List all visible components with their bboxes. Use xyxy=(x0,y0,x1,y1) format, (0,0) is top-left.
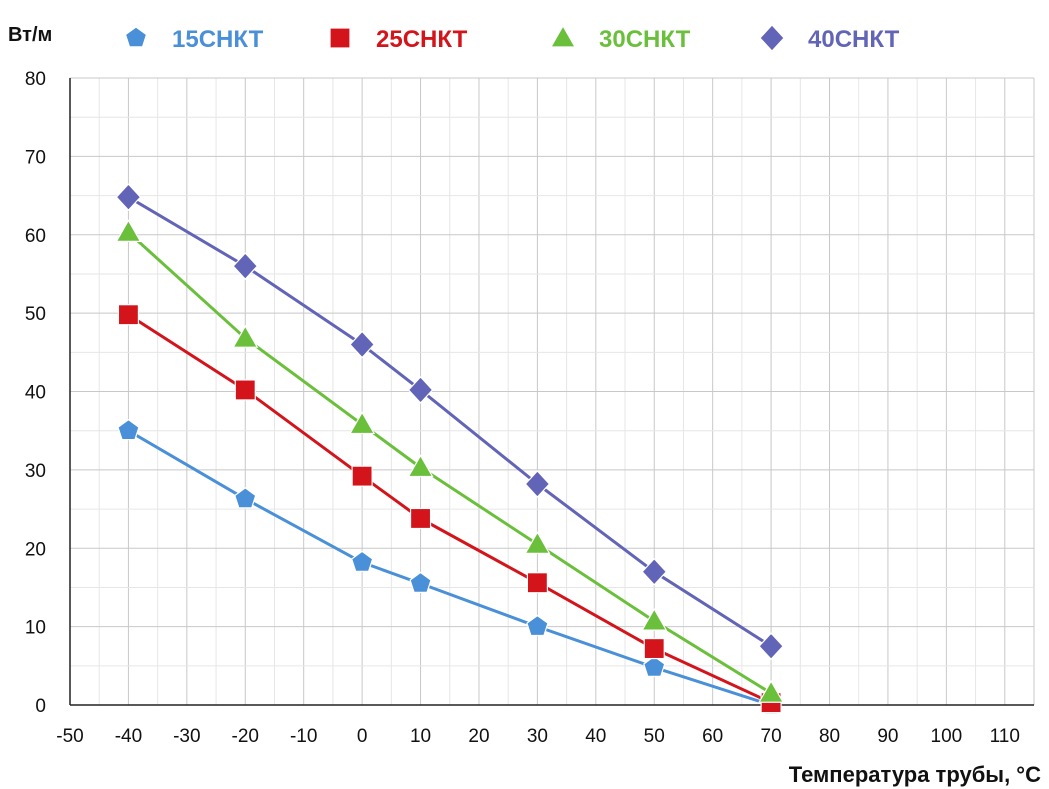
y-tick-label: 60 xyxy=(25,226,46,247)
data-point-series-3 xyxy=(524,531,551,554)
x-tick-label: 40 xyxy=(585,726,606,747)
legend-item: 15СНКТ xyxy=(124,26,264,53)
legend-label: 30СНКТ xyxy=(599,26,691,53)
y-tick-label: 70 xyxy=(25,147,46,168)
data-point-series-1 xyxy=(526,614,549,637)
y-tick-label: 50 xyxy=(25,304,46,325)
data-point-series-4 xyxy=(349,330,375,359)
x-tick-label: 90 xyxy=(877,726,898,747)
data-point-series-4 xyxy=(758,632,784,661)
y-axis-title: Вт/м xyxy=(8,24,52,46)
x-tick-labels: -50 -40 -30 -20 -10 0 10 20 30 40 50 60 70 80 90 100 110 xyxy=(56,726,1020,747)
data-point-series-4 xyxy=(232,252,259,280)
legend-item: 30СНКТ xyxy=(549,24,691,53)
x-axis-title: Температура трубы, °C xyxy=(789,762,1041,787)
x-tick-label: 110 xyxy=(990,726,1020,747)
data-point-series-1 xyxy=(117,418,140,441)
y-tick-label: 40 xyxy=(25,383,46,404)
x-tick-label: 30 xyxy=(527,726,548,747)
x-tick-label: -20 xyxy=(232,726,259,747)
x-tick-label: 60 xyxy=(702,726,723,747)
data-point-series-1 xyxy=(234,487,257,509)
x-tick-label: 50 xyxy=(644,726,665,747)
y-tick-label: 10 xyxy=(25,618,46,639)
legend-label: 15СНКТ xyxy=(172,26,264,53)
legend-marker xyxy=(549,24,577,48)
y-tick-label: 80 xyxy=(25,69,46,90)
x-tick-label: 10 xyxy=(410,726,431,747)
data-point-series-2 xyxy=(409,507,432,530)
data-point-series-2 xyxy=(117,304,140,326)
x-tick-label: 70 xyxy=(761,726,782,747)
axes xyxy=(69,78,1034,706)
y-tick-label: 0 xyxy=(35,696,46,717)
y-tick-label: 30 xyxy=(25,461,46,482)
x-tick-label: 0 xyxy=(357,726,368,747)
data-point-series-4 xyxy=(115,183,142,212)
data-point-series-4 xyxy=(641,557,668,586)
series-markers xyxy=(115,183,785,715)
data-point-series-2 xyxy=(351,465,373,487)
legend-item: 25СНКТ xyxy=(329,26,468,53)
legend-marker xyxy=(329,27,351,49)
legend-item: 40СНКТ xyxy=(759,24,900,53)
data-point-series-1 xyxy=(643,655,666,677)
data-point-series-2 xyxy=(526,572,548,594)
data-point-series-4 xyxy=(524,470,551,498)
x-tick-label: -30 xyxy=(173,726,200,747)
y-tick-labels: 0 10 20 30 40 50 60 70 80 xyxy=(25,69,46,717)
legend-marker xyxy=(759,24,785,52)
x-tick-label: -10 xyxy=(290,726,317,747)
data-point-series-1 xyxy=(409,571,432,594)
x-tick-label: 20 xyxy=(468,726,489,747)
legend-label: 40СНКТ xyxy=(808,26,900,53)
x-tick-label: -50 xyxy=(56,726,83,747)
legend-label: 25СНКТ xyxy=(376,26,468,53)
legend-marker xyxy=(124,26,148,48)
data-point-series-3 xyxy=(349,411,376,435)
data-point-series-3 xyxy=(758,680,785,703)
data-point-series-3 xyxy=(232,324,259,348)
legend: 15СНКТ 25СНКТ 30СНКТ 40СНКТ xyxy=(124,24,900,53)
y-tick-label: 20 xyxy=(25,539,46,560)
data-point-series-4 xyxy=(407,376,434,404)
data-point-series-2 xyxy=(234,379,256,401)
data-point-series-3 xyxy=(115,219,142,242)
x-tick-label: 100 xyxy=(931,726,963,747)
data-point-series-1 xyxy=(350,550,374,572)
grid xyxy=(69,77,1035,706)
data-point-series-3 xyxy=(641,607,668,631)
data-point-series-3 xyxy=(407,454,434,478)
x-tick-label: 80 xyxy=(819,726,840,747)
data-point-series-2 xyxy=(643,637,665,660)
x-tick-label: -40 xyxy=(115,726,142,747)
